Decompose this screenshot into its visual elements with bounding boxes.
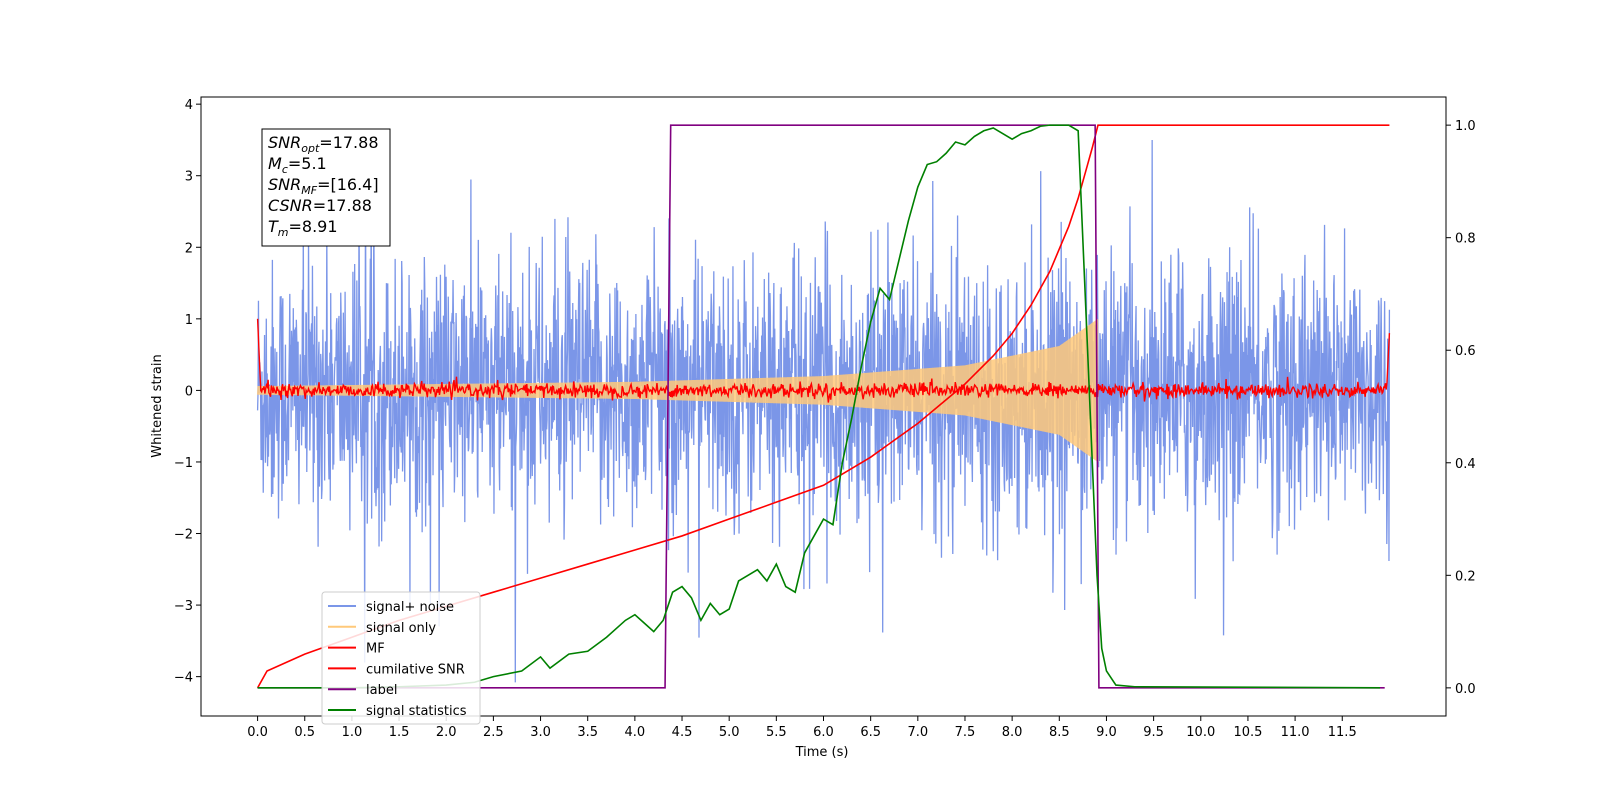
x-tick-label: 7.5 (955, 725, 976, 740)
x-tick-label: 2.5 (483, 725, 504, 740)
info-line-value: =17.88 (313, 196, 372, 215)
x-axis: 0.0 0.5 1.0 1.5 2.0 2.5 3.0 3.5 4.0 4.5 5.0 5.5 6.0 6… (247, 716, 1357, 740)
info-line-value: =[16.4] (317, 175, 379, 194)
y2-tick-label: 1.0 (1455, 119, 1476, 134)
x-tick-label: 5.5 (766, 725, 787, 740)
y-axis-label: Whitened strain (150, 354, 165, 457)
x-tick-label: 11.0 (1281, 725, 1310, 740)
info-box-line: SNRopt=17.88 (268, 133, 379, 155)
info-line-value: =8.91 (289, 217, 338, 236)
series-mf (256, 318, 1391, 403)
x-tick-label: 9.0 (1096, 725, 1117, 740)
x-tick-label: 9.5 (1143, 725, 1164, 740)
info-box-line: Mc=5.1 (268, 154, 327, 176)
x-axis-label: Time (s) (795, 745, 849, 760)
x-tick-label: 0.0 (247, 725, 268, 740)
info-line-subscript: m (278, 226, 289, 239)
info-line-subscript: MF (301, 184, 317, 197)
y2-tick-label: 0.0 (1455, 682, 1476, 697)
x-tick-label: 5.0 (719, 725, 740, 740)
y2-tick-label: 0.6 (1455, 344, 1476, 359)
info-line-value: =5.1 (288, 154, 327, 173)
legend-entry: signal only (366, 621, 436, 636)
x-tick-label: 6.0 (813, 725, 834, 740)
legend-frame (321, 591, 481, 725)
y-tick-label: −2 (174, 528, 193, 543)
info-line-symbol: SNR (268, 133, 301, 152)
y2-tick-label: 0.4 (1455, 457, 1476, 472)
info-box-line: SNRMF=[16.4] (268, 175, 379, 197)
x-tick-label: 4.5 (672, 725, 693, 740)
x-tick-label: 2.0 (436, 725, 457, 740)
y2-tick-label: 0.2 (1455, 569, 1476, 584)
info-line-symbol: M (268, 154, 282, 173)
series-signal-statistics (257, 124, 1380, 689)
y-axis-left: −4 −3 −2 −1 0 1 2 3 4 (174, 98, 201, 686)
y2-tick-label: 0.8 (1455, 232, 1476, 247)
x-tick-label: 1.0 (342, 725, 363, 740)
x-tick-label: 1.5 (389, 725, 410, 740)
y-tick-label: 2 (185, 241, 193, 256)
info-box: SNRopt=17.88Mc=5.1SNRMF=[16.4]CSNR=17.88… (261, 128, 391, 247)
x-tick-label: 11.5 (1328, 725, 1357, 740)
series-label (257, 124, 1385, 689)
info-line-symbol: T (268, 217, 279, 236)
info-box-line: Tm=8.91 (268, 217, 338, 239)
y-tick-label: −3 (174, 599, 193, 614)
x-tick-label: 3.5 (577, 725, 598, 740)
legend-entry: signal+ noise (366, 600, 454, 615)
x-tick-label: 7.0 (907, 725, 928, 740)
info-line-subscript: c (282, 163, 288, 176)
x-tick-label: 8.5 (1049, 725, 1070, 740)
info-box-frame (261, 128, 391, 247)
x-tick-label: 10.0 (1186, 725, 1215, 740)
legend-entry: MF (366, 642, 385, 657)
info-line-symbol: CSNR (268, 196, 313, 215)
y-axis-right: 0.0 0.2 0.4 0.6 0.8 1.0 (1446, 119, 1476, 697)
x-tick-label: 0.5 (294, 725, 315, 740)
x-tick-label: 4.0 (625, 725, 646, 740)
series-signal-noise (256, 139, 1391, 683)
x-tick-label: 3.0 (530, 725, 551, 740)
x-tick-label: 6.5 (860, 725, 881, 740)
info-line-value: =17.88 (319, 133, 378, 152)
info-line-symbol: SNR (268, 175, 301, 194)
legend-entry: signal statistics (366, 704, 467, 719)
y-tick-label: −1 (174, 456, 193, 471)
legend: signal+ noise signal only MF cumilative SNR… (321, 591, 481, 725)
y-tick-label: −4 (174, 671, 193, 686)
legend-entry: cumilative SNR (366, 662, 465, 677)
legend-entry: label (366, 683, 397, 698)
y-tick-label: 0 (185, 384, 193, 399)
x-tick-label: 8.0 (1002, 725, 1023, 740)
x-tick-label: 10.5 (1233, 725, 1262, 740)
info-line-subscript: opt (301, 142, 320, 155)
y-tick-label: 4 (185, 98, 193, 113)
y-tick-label: 3 (185, 170, 193, 185)
info-box-line: CSNR=17.88 (268, 196, 372, 215)
y-tick-label: 1 (185, 313, 193, 328)
